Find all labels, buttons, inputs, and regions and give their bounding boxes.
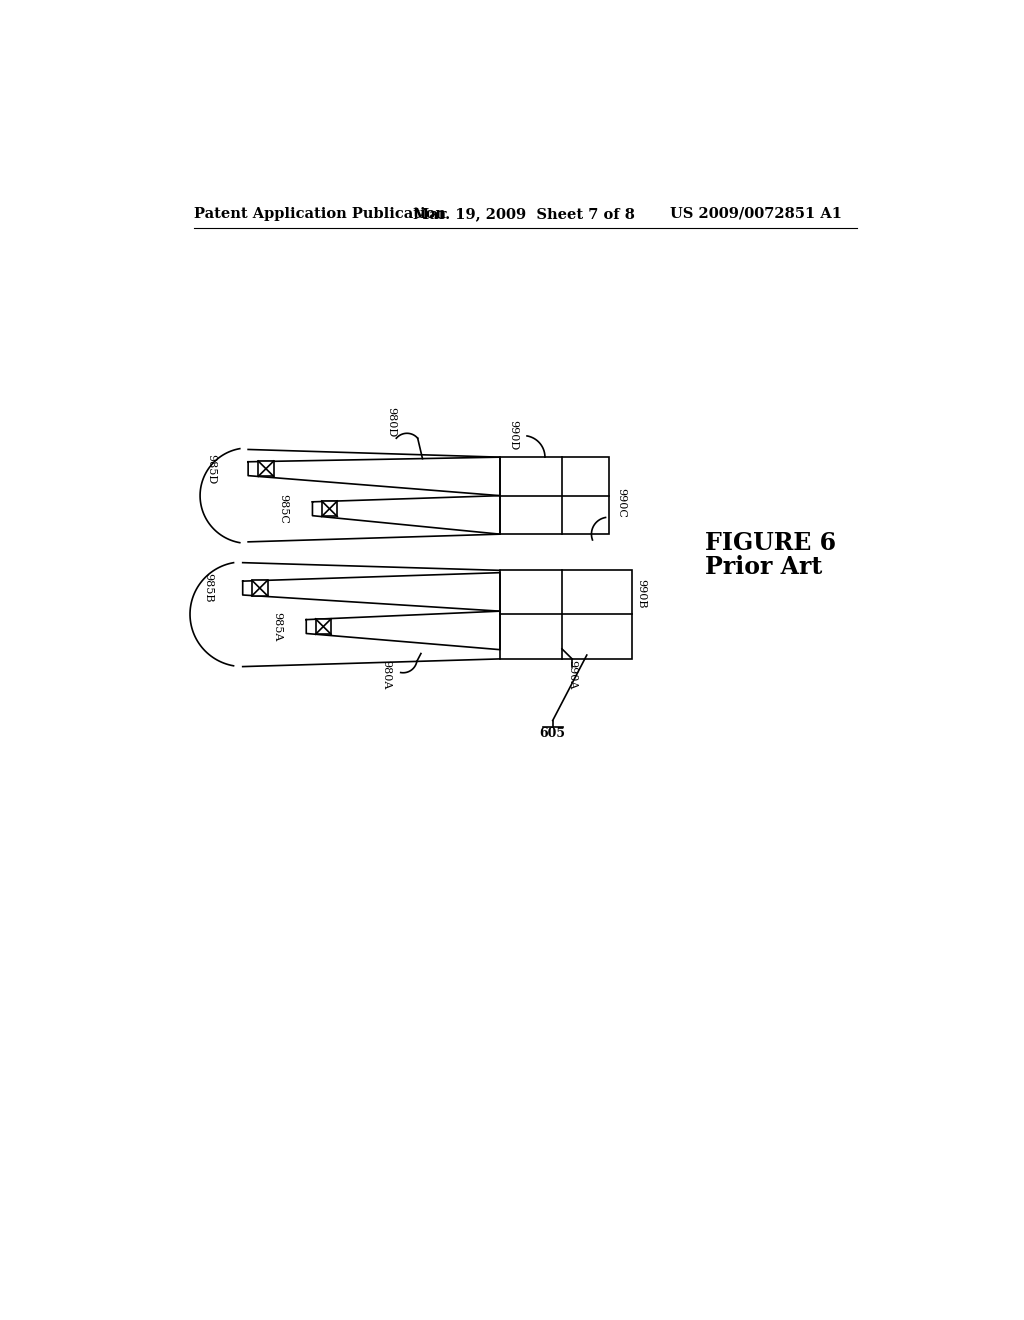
Text: 980D: 980D	[386, 407, 396, 437]
Text: 990B: 990B	[636, 578, 646, 609]
Text: 990C: 990C	[616, 488, 627, 519]
Bar	[500, 457, 608, 535]
Bar	[500, 570, 632, 659]
Text: FIGURE 6: FIGURE 6	[706, 532, 837, 556]
Text: US 2009/0072851 A1: US 2009/0072851 A1	[671, 207, 843, 220]
Text: 980A: 980A	[381, 660, 391, 689]
Text: 990A: 990A	[567, 660, 578, 689]
Text: 990D: 990D	[508, 421, 518, 450]
Text: Patent Application Publication: Patent Application Publication	[194, 207, 445, 220]
Bar	[258, 461, 273, 477]
Text: 985C: 985C	[278, 494, 288, 524]
Text: 985A: 985A	[271, 612, 282, 642]
Text: 605: 605	[540, 727, 565, 741]
Bar	[315, 619, 331, 635]
Text: Prior Art: Prior Art	[706, 554, 822, 578]
Bar	[252, 581, 267, 595]
Bar	[322, 502, 337, 516]
Text: 985B: 985B	[203, 573, 213, 603]
Text: 985D: 985D	[207, 454, 217, 484]
Text: Mar. 19, 2009  Sheet 7 of 8: Mar. 19, 2009 Sheet 7 of 8	[414, 207, 635, 220]
